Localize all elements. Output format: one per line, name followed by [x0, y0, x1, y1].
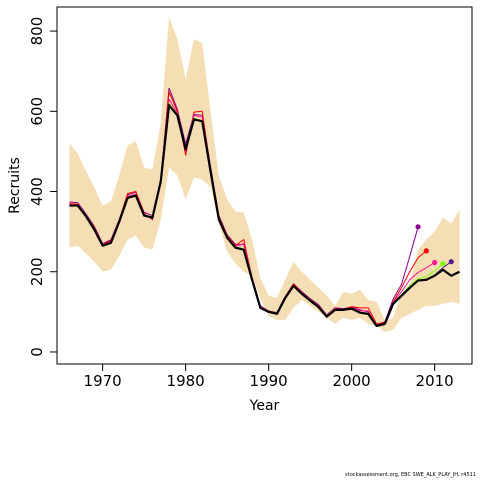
- y-axis-title: Recruits: [7, 157, 23, 214]
- axes: 1970 1980 1990 2000 2010 0 200 400 600 800: [28, 17, 454, 390]
- x-tick-label: 2010: [416, 372, 454, 390]
- retro-endpoint-point: [432, 259, 438, 266]
- y-tick-label: 200: [28, 257, 46, 286]
- y-tick-label: 0: [28, 347, 46, 357]
- y-tick-label: 600: [28, 97, 46, 126]
- confidence-band: [69, 17, 460, 332]
- x-tick-label: 1990: [250, 372, 288, 390]
- source-footer: stockassessment.org, EBC SWE_ALK_PLAY_JH…: [345, 472, 476, 478]
- retro-endpoint-point: [448, 259, 454, 265]
- y-tick-label: 400: [28, 177, 46, 206]
- x-tick-label: 2000: [333, 372, 371, 390]
- y-tick-label: 800: [28, 17, 46, 46]
- x-tick-label: 1980: [167, 372, 205, 390]
- retro-endpoint-point: [415, 224, 421, 230]
- retro-endpoint-point: [440, 261, 446, 267]
- retro-endpoint-point: [423, 248, 429, 254]
- x-tick-label: 1970: [84, 372, 122, 390]
- plot-frame: [56, 6, 473, 365]
- main-series-line: [69, 104, 461, 327]
- plot-area: [69, 17, 461, 332]
- retro-series-line-2: [69, 91, 427, 325]
- x-axis-title: Year: [249, 398, 280, 414]
